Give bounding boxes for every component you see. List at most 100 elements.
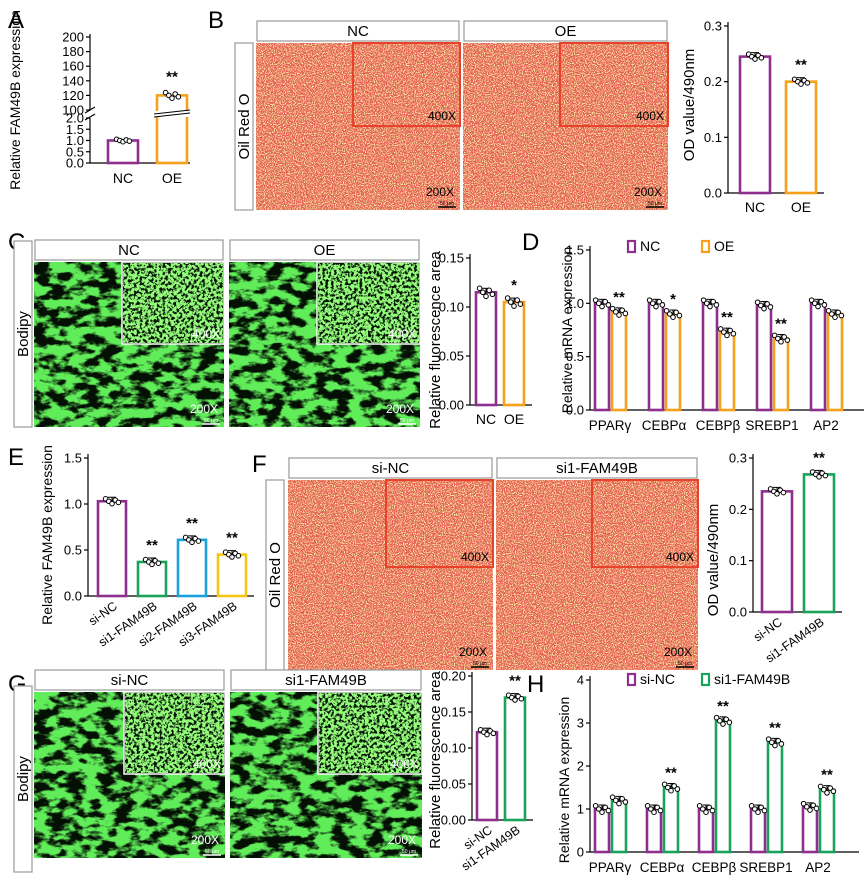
g-inset-fluorescence [125, 693, 224, 773]
c-data-point [489, 291, 496, 298]
d-bar [701, 302, 719, 412]
a-x-label: NC [113, 170, 133, 186]
b-inset-box [352, 42, 461, 127]
c-inset-fluorescence [318, 263, 419, 343]
h-data-point [654, 804, 661, 811]
e-y-axis-label: Relative FAM49B expression [39, 445, 55, 625]
b-inset-magnification: 400X [428, 109, 456, 123]
d-data-point [596, 300, 602, 307]
h-data-point [755, 809, 761, 816]
c-image-title: NC [118, 242, 140, 259]
d-bar [647, 302, 665, 412]
c-data-point [517, 301, 524, 307]
h-data-point [827, 785, 834, 791]
h-bar [801, 805, 819, 854]
b-x-label: NC [745, 199, 765, 215]
c-x-label: OE [504, 411, 524, 427]
b-y-tick-label: 0.3 [704, 19, 722, 34]
panel-letter-f: F [252, 451, 267, 478]
e-data-point [149, 561, 155, 568]
f-side-label: Oil Red O [267, 542, 284, 608]
g-y-tick-label: 0.10 [441, 741, 466, 756]
h-data-point [807, 807, 813, 813]
c-title-box [229, 239, 420, 261]
a-y-tick-label: 100 [62, 103, 84, 118]
h-data-point [602, 804, 609, 811]
h-x-label: AP2 [805, 860, 831, 875]
h-data-point [703, 809, 709, 816]
g-y-tick-label: 0.05 [441, 777, 466, 792]
h-data-point [758, 804, 765, 811]
b-scale-label: 50 μm [440, 201, 454, 207]
f-title-box [496, 457, 698, 479]
g-image-title: si-NC [111, 672, 149, 689]
e-y-tick-label: 1.0 [64, 497, 82, 512]
h-data-point [720, 721, 726, 727]
h-y-tick-label: 1 [577, 802, 584, 817]
c-data-point [511, 303, 517, 309]
d-data-point [609, 305, 616, 312]
f-scale-label: 50 μm [473, 661, 487, 667]
d-data-point [829, 311, 835, 317]
d-bar [593, 302, 611, 412]
d-data-point [727, 327, 734, 334]
c-y-tick-label: 0.10 [439, 300, 464, 315]
h-bar [593, 807, 611, 854]
d-data-point [704, 300, 710, 307]
f-y-axis-label: OD value/490nm [705, 504, 722, 617]
d-legend-label: NC [640, 238, 660, 254]
d-data-point [670, 314, 676, 321]
d-x-label: CEBPβ [696, 418, 741, 433]
d-bar [755, 304, 773, 412]
h-data-point [726, 719, 733, 726]
h-x-label: CEBPβ [692, 860, 737, 875]
b-image-title: NC [347, 23, 369, 40]
h-data-point [824, 790, 830, 796]
b-data-point [752, 56, 758, 62]
g-title-box [34, 669, 225, 691]
f-data-point [780, 489, 787, 496]
c-image-title: OE [314, 242, 336, 259]
h-x-label: PPARγ [589, 860, 632, 875]
f-bar [802, 473, 836, 614]
d-data-point [676, 312, 683, 319]
c-sig-label: * [511, 277, 517, 294]
h-y-tick-label: 2 [577, 759, 584, 774]
f-sig-label: ** [813, 449, 825, 466]
h-data-point [696, 803, 703, 809]
f-data-point [816, 474, 822, 480]
h-sig-label: ** [769, 719, 781, 736]
d-data-point [653, 303, 659, 310]
b-side-box [234, 42, 254, 211]
h-data-point [804, 804, 810, 810]
b-sig-label: ** [795, 57, 807, 74]
d-data-point [659, 302, 666, 308]
d-data-point [707, 303, 713, 310]
h-data-point [752, 806, 758, 812]
d-data-point [700, 297, 707, 303]
c-side-label: Bodipy [15, 311, 32, 357]
e-bar [176, 538, 208, 598]
d-bar [610, 310, 628, 412]
f-y-tick-label: 0.2 [729, 502, 747, 517]
b-main-magnification: 200X [634, 185, 662, 199]
h-bar [766, 741, 784, 854]
a-y-tick-label: 1.5 [66, 122, 84, 137]
d-data-point [622, 310, 629, 317]
d-data-point [673, 309, 680, 316]
d-data-point [778, 338, 784, 345]
c-data-point [476, 285, 483, 292]
d-data-point [815, 303, 821, 310]
d-x-label: AP2 [813, 418, 839, 433]
f-bar [760, 490, 794, 614]
b-side-label: Oil Red O [236, 94, 253, 160]
h-data-point [605, 807, 612, 814]
f-title-box [288, 457, 493, 479]
h-data-point [775, 737, 782, 744]
d-data-point [761, 305, 767, 312]
a-axis-break [84, 113, 96, 121]
f-inset-magnification: 400X [666, 550, 694, 564]
b-title-box [256, 20, 460, 42]
c-x-label: NC [476, 411, 496, 427]
h-data-point [657, 807, 664, 814]
